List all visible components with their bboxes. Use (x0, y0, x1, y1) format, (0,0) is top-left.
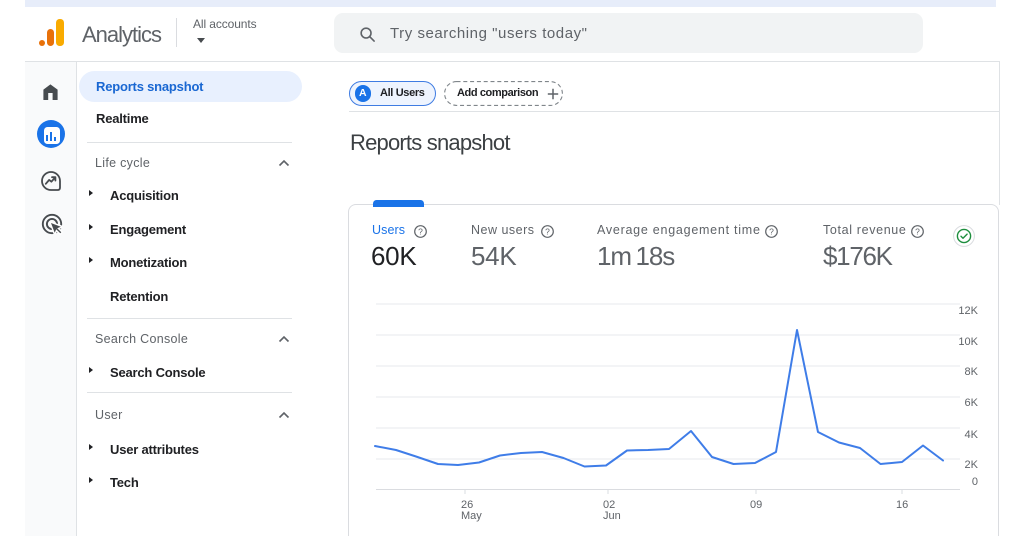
svg-text:09: 09 (750, 499, 762, 511)
svg-text:?: ? (418, 226, 423, 236)
svg-text:4K: 4K (965, 429, 979, 441)
svg-text:?: ? (545, 226, 550, 236)
svg-text:16: 16 (896, 499, 908, 511)
svg-text:26: 26 (461, 499, 473, 511)
svg-text:2K: 2K (965, 459, 979, 471)
svg-text:12K: 12K (958, 305, 978, 317)
svg-text:8K: 8K (965, 366, 979, 378)
svg-text:10K: 10K (958, 336, 978, 348)
svg-text:6K: 6K (965, 397, 979, 409)
svg-text:?: ? (769, 226, 774, 236)
svg-text:0: 0 (972, 476, 978, 488)
svg-text:?: ? (915, 226, 920, 236)
svg-text:May: May (461, 510, 482, 522)
svg-text:02: 02 (603, 499, 615, 511)
svg-text:Jun: Jun (603, 510, 621, 522)
